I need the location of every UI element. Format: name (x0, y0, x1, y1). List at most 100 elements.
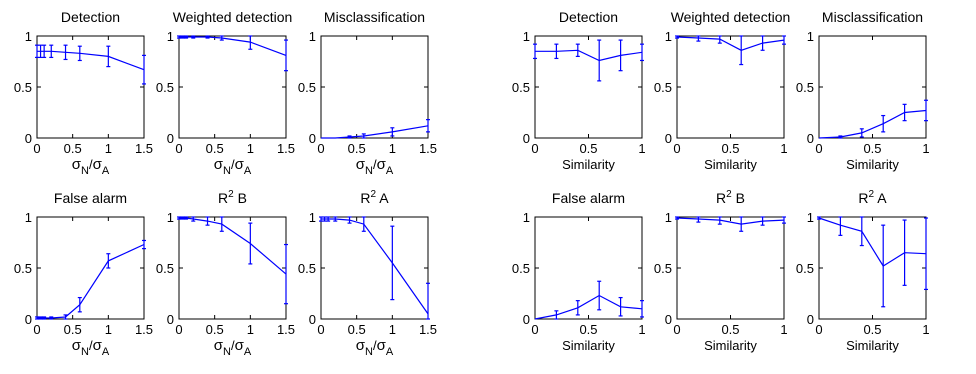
x-axis-label: σN​/σA​ (214, 337, 252, 358)
x-tick-label: 1 (922, 322, 929, 337)
error-bar (319, 216, 323, 222)
series-line (179, 217, 287, 275)
error-bar (248, 35, 253, 50)
subplot-5: Weighted detection 0 0.5 1 0 0.5 1 Similarity (654, 9, 790, 172)
y-tick-label: 0.5 (14, 261, 32, 276)
error-bar (361, 133, 366, 139)
subplot-title: Weighted detection (671, 9, 791, 25)
error-bar (640, 43, 644, 62)
error-bar (106, 45, 111, 68)
error-bar (390, 225, 395, 301)
x-tick-label: 1.5 (419, 322, 437, 337)
axes-box (178, 216, 287, 320)
error-bar (142, 54, 146, 85)
y-tick-label: 0 (167, 312, 174, 327)
axes-box (36, 216, 145, 320)
x-axis-label: σN​/σA​ (356, 337, 394, 358)
x-tick-label: 1 (780, 322, 787, 337)
error-bar (597, 39, 602, 82)
y-tick-label: 1 (807, 29, 814, 44)
error-bar (739, 35, 744, 66)
y-tick-label: 0.5 (298, 261, 316, 276)
subplot-title: R2 A (360, 189, 389, 206)
error-bar (177, 35, 181, 39)
error-bar (180, 216, 185, 220)
x-axis-label: σN​/σA​ (72, 337, 110, 358)
axes-box (320, 216, 429, 320)
error-bar (63, 44, 68, 61)
error-bar (640, 300, 644, 318)
x-tick-label: 1 (922, 141, 929, 156)
x-axis-label: σN​/σA​ (72, 156, 110, 177)
x-tick-label: 0.5 (579, 322, 597, 337)
error-bar (184, 35, 189, 39)
x-tick-label: 1.5 (135, 141, 153, 156)
y-tick-label: 0 (665, 312, 672, 327)
error-bar (924, 217, 928, 291)
subplot-6: Misclassification 0 0.5 1 0 0.5 1 Similarity (796, 9, 930, 172)
x-axis-label: Similarity (704, 157, 757, 172)
error-bar (554, 310, 559, 320)
subplot-8: R2 B 0 0.5 1 0 0.5 1 1.5 σN​/σA​ (156, 189, 295, 358)
error-bar (924, 99, 928, 122)
axes-box (534, 216, 643, 320)
x-tick-label: 1 (638, 322, 645, 337)
y-tick-label: 0 (167, 131, 174, 146)
axes-box (178, 35, 287, 139)
error-bar (347, 135, 352, 139)
x-tick-label: 0.5 (579, 141, 597, 156)
y-tick-label: 1 (523, 210, 530, 225)
series-line (818, 217, 927, 267)
error-bar (618, 39, 623, 72)
axes-box (818, 35, 927, 139)
error-bar (859, 128, 864, 138)
error-bar (42, 316, 47, 320)
x-tick-label: 0.5 (64, 322, 82, 337)
y-tick-label: 0 (309, 131, 316, 146)
subplot-7: False alarm 0 0.5 1 0 0.5 1 1.5 σN​/σA​ (14, 190, 153, 358)
error-bar (782, 216, 786, 224)
subplot-title: Misclassification (822, 9, 923, 25)
x-tick-label: 1.5 (277, 141, 295, 156)
x-tick-label: 0 (673, 141, 680, 156)
y-tick-label: 0 (807, 312, 814, 327)
error-bar (817, 216, 821, 220)
y-tick-label: 0 (523, 131, 530, 146)
series-line (321, 218, 429, 315)
x-tick-label: 0 (317, 322, 324, 337)
x-tick-label: 0.5 (206, 322, 224, 337)
error-bar (49, 316, 54, 320)
error-bar (838, 216, 843, 236)
error-bar (554, 43, 559, 60)
axes-box (818, 216, 927, 320)
subplot-title: Detection (559, 9, 618, 25)
subplot-title: False alarm (54, 190, 127, 206)
subplot-title: False alarm (552, 190, 625, 206)
error-bar (696, 35, 701, 42)
y-tick-label: 0 (309, 312, 316, 327)
y-tick-label: 0 (25, 312, 32, 327)
error-bar (618, 296, 623, 317)
y-tick-label: 1 (167, 210, 174, 225)
y-tick-label: 1 (665, 29, 672, 44)
y-tick-label: 1 (807, 210, 814, 225)
x-tick-label: 0 (33, 141, 40, 156)
error-bar (180, 35, 185, 39)
error-bar (205, 216, 210, 226)
x-tick-label: 0.5 (64, 141, 82, 156)
error-bar (284, 39, 288, 72)
error-bar (63, 314, 68, 320)
error-bar (284, 243, 288, 305)
error-bar (77, 45, 82, 62)
y-tick-label: 1 (167, 29, 174, 44)
error-bar (191, 216, 196, 222)
x-axis-label: Similarity (562, 157, 615, 172)
subplot-1: Detection 0 0.5 1 0 0.5 1 1.5 σN​/σA​ (14, 9, 153, 177)
series-line (37, 243, 145, 319)
y-tick-label: 1 (309, 210, 316, 225)
error-bar (760, 216, 765, 226)
error-bar (106, 253, 111, 269)
error-bar (426, 282, 430, 320)
y-tick-label: 0.5 (654, 80, 672, 95)
series-line (818, 109, 927, 139)
